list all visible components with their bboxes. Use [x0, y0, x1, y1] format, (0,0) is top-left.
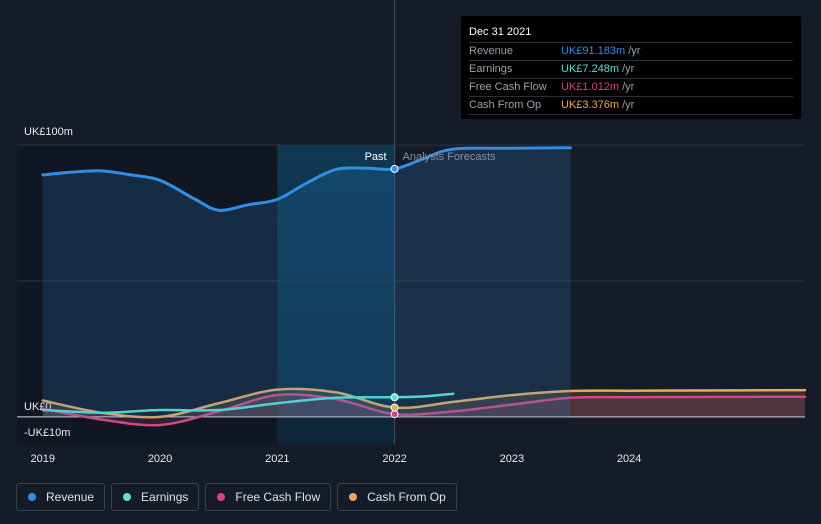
earnings-marker — [390, 393, 399, 402]
legend-label: Revenue — [46, 490, 95, 504]
tooltip-value: UK£1.012m — [561, 81, 620, 93]
forecast-label: Analysts Forecasts — [403, 151, 496, 163]
tooltip-unit: /yr — [622, 81, 635, 93]
revenue-dot-icon — [28, 493, 36, 501]
revenue-marker — [390, 164, 399, 173]
tooltip-label: Earnings — [469, 63, 513, 75]
tooltip-label: Revenue — [469, 45, 514, 57]
revenue-line — [41, 146, 572, 212]
y-tick-label: UK£100m — [24, 126, 73, 138]
tooltip-unit: /yr — [622, 99, 635, 111]
tooltip-label: Cash From Op — [469, 99, 542, 111]
cash-from-op-marker — [390, 403, 399, 412]
y-tick-label: -UK£10m — [24, 427, 70, 439]
cash-from-op-dot-icon — [349, 493, 358, 501]
tooltip-unit: /yr — [622, 63, 635, 75]
tooltip-row-revenue: Revenue UK£91.183m /yr — [469, 43, 793, 61]
legend-item-revenue[interactable]: Revenue — [16, 483, 106, 511]
revenue-area — [42, 147, 571, 417]
legend-label: Earnings — [141, 490, 189, 504]
legend-item-cash-from-op[interactable]: Cash From Op — [337, 483, 457, 511]
earnings-dot-icon — [123, 493, 132, 501]
legend-item-earnings[interactable]: Earnings — [111, 483, 200, 511]
legend-label: Cash From Op — [367, 490, 446, 504]
tooltip-row-earnings: Earnings UK£7.248m /yr — [469, 61, 793, 79]
tooltip: Dec 31 2021 Revenue UK£91.183m /yr Earni… — [461, 16, 801, 119]
earnings-line — [41, 392, 455, 414]
free-cash-flow-area — [42, 394, 806, 426]
tooltip-value: UK£91.183m — [561, 45, 626, 57]
free-cash-flow-marker — [390, 410, 399, 419]
x-tick-label: 2022 — [382, 453, 406, 465]
past-label: Past — [365, 151, 387, 163]
free-cash-flow-dot-icon — [217, 493, 226, 501]
tooltip-unit: /yr — [628, 45, 641, 57]
legend-label: Free Cash Flow — [235, 490, 321, 504]
x-tick-label: 2023 — [500, 453, 524, 465]
tooltip-label: Free Cash Flow — [469, 81, 547, 93]
x-tick-label: 2020 — [148, 453, 172, 465]
legend-item-free-cash-flow[interactable]: Free Cash Flow — [205, 483, 332, 511]
x-tick-label: 2021 — [265, 453, 289, 465]
tooltip-value: UK£7.248m — [561, 63, 620, 75]
tooltip-value: UK£3.376m — [561, 99, 620, 111]
x-tick-label: 2019 — [31, 453, 55, 465]
tooltip-date: Dec 31 2021 — [469, 24, 793, 43]
x-tick-label: 2024 — [617, 453, 641, 465]
tooltip-row-cash-from-op: Cash From Op UK£3.376m /yr — [469, 97, 793, 115]
cash-from-op-area — [42, 388, 806, 418]
tooltip-row-free-cash-flow: Free Cash Flow UK£1.012m /yr — [469, 79, 793, 97]
legend: Revenue Earnings Free Cash Flow Cash Fro… — [16, 483, 457, 511]
